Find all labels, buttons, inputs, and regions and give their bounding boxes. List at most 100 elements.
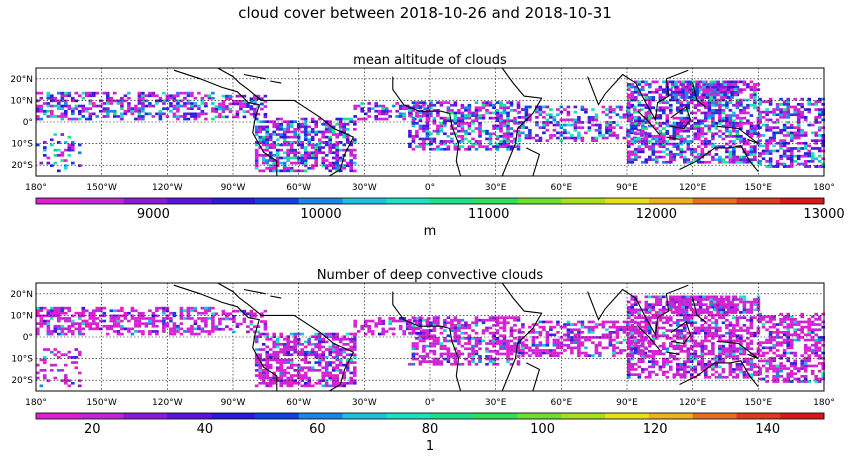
- cloud-cell: [249, 105, 254, 108]
- cloud-cell: [272, 335, 276, 338]
- cloud-cell: [36, 314, 40, 318]
- cloud-cell: [300, 125, 304, 129]
- x-tick-label: 60°W: [286, 183, 311, 193]
- cloud-cell: [735, 135, 740, 138]
- cloud-cell: [521, 123, 525, 127]
- cloud-cell: [95, 324, 100, 328]
- cloud-cell: [457, 334, 461, 338]
- cloud-cell: [693, 342, 698, 345]
- cloud-cell: [655, 352, 659, 356]
- cloud-cell: [282, 358, 287, 362]
- cloud-cell: [735, 116, 740, 120]
- cloud-cell: [821, 157, 825, 161]
- cloud-cell: [587, 325, 592, 329]
- cloud-cell: [779, 364, 783, 368]
- cloud-cell: [746, 153, 750, 156]
- cloud-cell: [506, 111, 510, 115]
- cloud-cell: [665, 114, 670, 117]
- cloud-cell: [817, 113, 822, 117]
- cloud-cell: [739, 316, 743, 319]
- cloud-cell: [39, 309, 44, 313]
- cloud-cell: [733, 93, 738, 97]
- cloud-cell: [711, 326, 715, 330]
- cloud-cell: [587, 118, 592, 122]
- cloud-cell: [732, 129, 736, 133]
- cloud-cell: [705, 93, 710, 97]
- cloud-cell: [698, 88, 703, 91]
- cloud-cell: [148, 332, 152, 336]
- cloud-cell: [275, 361, 280, 364]
- cloud-cell: [429, 334, 433, 338]
- cloud-cell: [78, 143, 82, 147]
- cloud-cell: [622, 116, 627, 119]
- cloud-cell: [817, 134, 822, 137]
- cloud-cell: [436, 127, 440, 130]
- cloud-cell: [471, 321, 475, 325]
- cloud-cell: [615, 325, 620, 329]
- cloud-cell: [704, 116, 708, 120]
- cloud-cell: [443, 352, 447, 356]
- cloud-cell: [556, 136, 560, 140]
- cloud-cell: [714, 158, 719, 161]
- cloud-cell: [492, 127, 496, 130]
- cloud-cell: [106, 99, 110, 103]
- cloud-cell: [422, 339, 426, 343]
- cloud-cell: [570, 336, 574, 339]
- cloud-cell: [506, 347, 510, 351]
- cloud-cell: [690, 368, 694, 371]
- cloud-cell: [183, 117, 187, 121]
- cloud-cell: [655, 373, 659, 376]
- cloud-cell: [658, 96, 663, 99]
- cloud-cell: [677, 90, 682, 94]
- cloud-cell: [577, 338, 581, 342]
- cloud-cell: [591, 136, 595, 140]
- cloud-cell: [446, 147, 451, 151]
- x-tick-label: 180°: [25, 183, 47, 193]
- cloud-cell: [775, 328, 780, 332]
- cloud-cell: [693, 132, 698, 136]
- cloud-cell: [88, 112, 93, 116]
- cloud-cell: [676, 122, 680, 125]
- cloud-cell: [74, 322, 79, 325]
- cloud-cell: [676, 344, 680, 348]
- cloud-cell: [453, 326, 458, 330]
- cloud-cell: [467, 347, 472, 351]
- cloud-cell: [641, 119, 645, 123]
- cloud-cell: [630, 355, 635, 358]
- cloud-cell: [742, 311, 747, 314]
- cloud-cell: [800, 354, 804, 357]
- cloud-cell: [485, 132, 489, 136]
- cloud-cell: [677, 88, 682, 91]
- cloud-cell: [78, 117, 82, 121]
- cloud-cell: [700, 129, 705, 133]
- cloud-cell: [702, 96, 706, 99]
- cloud-cell: [651, 142, 656, 146]
- cloud-cell: [753, 145, 757, 148]
- cloud-cell: [275, 159, 280, 162]
- cloud-cell: [144, 322, 149, 325]
- cloud-cell: [577, 354, 581, 357]
- cloud-cell: [545, 341, 550, 344]
- cloud-cell: [608, 333, 613, 337]
- cloud-cell: [648, 103, 652, 107]
- cloud-cell: [349, 159, 353, 162]
- cloud-cell: [134, 319, 138, 323]
- cloud-cell: [697, 342, 701, 345]
- cloud-cell: [429, 103, 433, 107]
- cloud-cell: [506, 360, 510, 363]
- cloud-cell: [817, 126, 822, 129]
- cloud-cell: [693, 135, 698, 138]
- cloud-cell: [324, 122, 329, 126]
- cloud-cell: [800, 320, 804, 324]
- cloud-cell: [665, 153, 670, 156]
- cloud-cell: [758, 359, 762, 363]
- cloud-cell: [749, 300, 754, 304]
- cloud-cell: [552, 118, 557, 122]
- cloud-cell: [193, 309, 198, 313]
- cloud-cell: [265, 135, 269, 139]
- cloud-cell: [545, 336, 550, 339]
- cloud-cell: [342, 159, 346, 162]
- cloud-cell: [481, 339, 486, 343]
- cloud-cell: [665, 337, 670, 340]
- cloud-cell: [521, 336, 525, 339]
